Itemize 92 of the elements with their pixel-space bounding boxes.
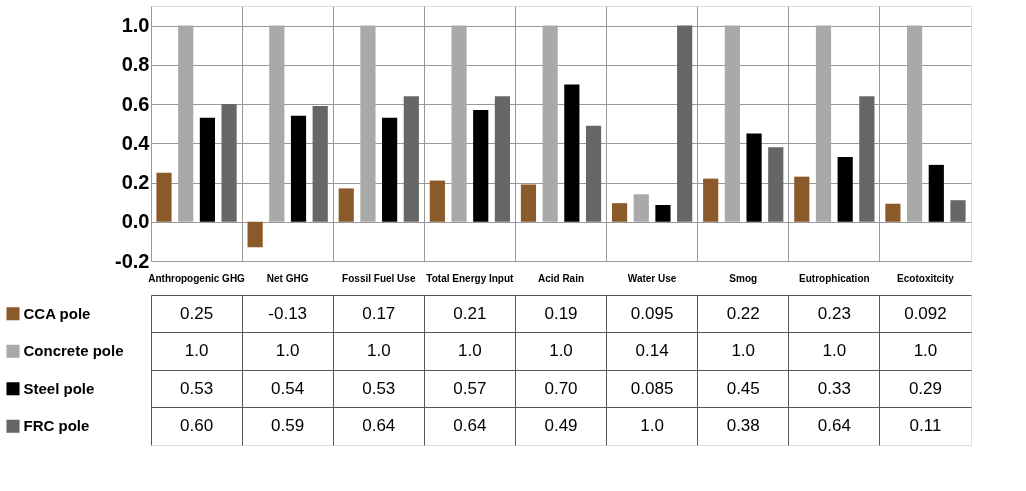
data-label: 0.22 — [726, 303, 760, 323]
data-label: 0.33 — [817, 378, 851, 398]
data-label: 0.54 — [271, 378, 305, 398]
data-label: 0.38 — [726, 416, 760, 436]
y-tick-label: 0.6 — [121, 92, 150, 115]
bar — [655, 205, 671, 222]
data-label: 1.0 — [275, 341, 300, 361]
legend-label: Concrete pole — [23, 342, 124, 360]
data-label: 0.19 — [544, 303, 578, 323]
data-label: 1.0 — [366, 341, 391, 361]
y-tick-label: -0.2 — [115, 249, 150, 272]
data-label: 0.29 — [908, 378, 942, 398]
bar — [451, 25, 467, 222]
bar — [382, 117, 398, 222]
bar — [199, 117, 215, 222]
y-tick-label: 0.8 — [121, 53, 150, 76]
bar — [768, 147, 784, 222]
x-tick-label: Smog — [729, 272, 758, 284]
x-tick-label: Net GHG — [266, 272, 309, 284]
bar — [703, 178, 719, 222]
bar — [633, 194, 649, 222]
bar — [520, 184, 537, 222]
bar — [338, 188, 354, 222]
bar — [746, 133, 762, 222]
legend-label: CCA pole — [23, 304, 91, 322]
data-label: 0.53 — [362, 378, 396, 398]
bar — [156, 172, 172, 222]
data-label: 0.64 — [817, 416, 851, 436]
data-label: 1.0 — [549, 341, 573, 361]
bar — [815, 25, 832, 222]
x-tick-label: Eutrophication — [799, 272, 870, 284]
x-tick-label: Anthropogenic GHG — [148, 272, 246, 284]
data-label: 1.0 — [822, 341, 847, 361]
data-label: 0.25 — [180, 303, 214, 323]
data-label: 0.64 — [362, 416, 396, 436]
y-tick-label: 0.0 — [121, 210, 150, 233]
bar — [542, 25, 558, 222]
data-label: 0.23 — [817, 303, 851, 323]
bar — [885, 203, 901, 222]
data-label: 1.0 — [913, 341, 938, 361]
bar — [837, 157, 853, 222]
data-label: 1.0 — [184, 341, 209, 361]
data-label: 0.092 — [904, 303, 947, 323]
data-label: 0.70 — [544, 378, 578, 398]
data-label: 1.0 — [640, 416, 664, 436]
data-label: 0.64 — [453, 416, 487, 436]
y-tick-label: 1.0 — [121, 14, 150, 37]
data-label: 0.085 — [630, 378, 674, 398]
legend-label: Steel pole — [23, 379, 95, 397]
data-label: 0.57 — [453, 378, 487, 398]
bar — [928, 164, 944, 222]
y-tick-label: 0.2 — [121, 171, 150, 194]
bar — [677, 25, 693, 222]
bar — [429, 180, 445, 222]
data-label: 0.53 — [180, 378, 214, 398]
bar — [564, 84, 580, 222]
data-label: 0.49 — [544, 416, 578, 436]
legend-label: FRC pole — [23, 417, 90, 435]
bar — [907, 25, 923, 222]
data-label: 0.17 — [362, 303, 396, 323]
bar — [585, 125, 602, 222]
bar — [290, 115, 307, 222]
bar — [473, 109, 489, 222]
data-label: 0.21 — [453, 303, 487, 323]
data-label: 0.14 — [635, 341, 669, 361]
bar — [611, 203, 628, 222]
bar — [403, 96, 419, 222]
data-label: 1.0 — [458, 341, 482, 361]
bar — [221, 104, 237, 222]
bar — [950, 200, 966, 222]
x-tick-label: Acid Rain — [537, 272, 585, 284]
bar — [724, 25, 740, 222]
data-label: 0.59 — [271, 416, 305, 436]
x-tick-label: Fossil Fuel Use — [342, 272, 416, 284]
bar — [494, 96, 511, 222]
data-label: 0.11 — [909, 416, 942, 436]
bar — [247, 221, 263, 248]
bar — [178, 25, 194, 222]
bar — [360, 25, 376, 222]
x-tick-label: Water Use — [627, 272, 677, 284]
bar — [312, 106, 328, 222]
x-tick-label: Total Energy Input — [426, 272, 515, 284]
bar — [794, 176, 810, 222]
x-tick-label: Ecotoxitcity — [897, 272, 955, 284]
data-label: 1.0 — [731, 341, 756, 361]
bar — [859, 96, 875, 222]
data-label: 0.60 — [180, 416, 214, 436]
data-label: 0.45 — [726, 378, 760, 398]
data-label: -0.13 — [268, 303, 308, 323]
data-label: 0.095 — [630, 303, 674, 323]
y-tick-label: 0.4 — [121, 131, 151, 154]
bar — [269, 25, 285, 222]
